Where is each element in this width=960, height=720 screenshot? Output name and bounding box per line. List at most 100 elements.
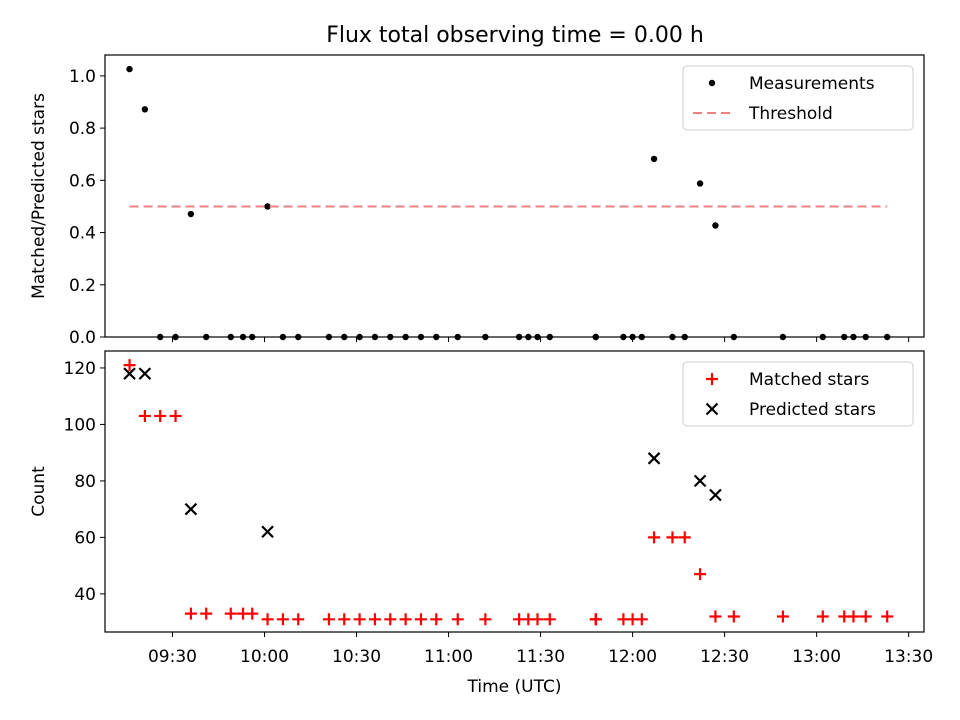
data-point [264,203,271,210]
x-tick-label: 11:00 [424,647,473,667]
data-point [279,333,287,341]
chart-title: Flux total observing time = 0.00 h [326,23,704,48]
data-point [184,607,197,620]
x-tick-label: 13:00 [792,647,841,667]
data-point [399,613,412,626]
data-point [709,488,722,502]
data-point [184,502,198,516]
data-point [141,106,149,113]
data-point [515,333,523,341]
top-panel: 0.0 0.2 0.4 0.6 0.8 1.0 Matched/Predicted star… [29,54,925,348]
data-point [648,531,661,544]
y-tick-label: 0.4 [69,224,96,244]
data-point [295,333,302,341]
data-point [200,607,213,620]
data-point [589,613,602,626]
data-point [154,409,167,422]
data-point [356,333,363,341]
data-point [696,180,704,187]
data-point [712,222,719,229]
data-point [454,333,461,341]
legend-swatch [705,402,719,416]
data-point [776,610,789,623]
x-tick-label: 11:30 [516,647,565,667]
data-point [138,409,151,422]
bottom-panel: 40 60 80 100 120 09:30 10:00 10:30 11:00 11:30 12:… [29,350,933,697]
data-point [126,65,133,73]
data-point [841,333,848,341]
x-tick-label: 12:30 [700,647,749,667]
data-point [681,333,688,341]
data-point [261,525,274,539]
data-point [678,531,691,544]
y-axis-label: Count [29,466,49,517]
axes-frame [104,350,925,633]
data-point [479,613,492,626]
data-point [693,474,707,488]
legend-label: Threshold [748,104,833,124]
data-point [387,333,394,341]
data-point [709,610,722,623]
x-tick-label: 10:00 [240,647,289,667]
axes-frame [104,54,925,338]
legend: Matched stars Predicted stars [682,361,914,427]
x-axis-label: Time (UTC) [467,677,562,697]
y-tick-label: 100 [64,415,96,435]
data-point [638,333,645,341]
data-point [123,359,136,372]
y-tick-label: 60 [74,528,96,548]
data-point [402,333,409,341]
y-tick-label: 0.2 [69,276,96,296]
data-point [847,610,860,623]
data-point [881,610,894,623]
data-point [172,333,179,341]
data-point [224,607,237,620]
data-point [138,367,152,380]
data-point [325,333,333,341]
legend: Measurements Threshold [682,65,914,131]
legend-label: Measurements [749,74,875,94]
data-point [482,333,489,341]
y-tick-label: 0.0 [69,328,96,348]
series-predicted-stars [123,367,722,539]
data-point [620,333,627,341]
legend-label: Predicted stars [749,400,876,420]
data-point [451,613,464,626]
y-tick-label: 0.8 [69,119,96,139]
legend-swatch [708,79,716,87]
data-point [694,568,707,581]
data-point [525,333,532,341]
data-point [819,333,826,341]
data-point [157,333,164,341]
data-point [629,333,636,341]
data-point [261,613,274,626]
data-point [546,333,553,341]
data-point [371,333,379,341]
data-point [531,613,544,626]
data-point [669,333,676,341]
x-tick-label: 10:30 [332,647,381,667]
data-point [647,452,661,465]
legend-frame [682,65,914,131]
data-point [592,333,599,341]
legend-swatch [706,373,718,385]
legend-label: Matched stars [749,370,869,390]
series-measurements [126,65,891,341]
data-point [859,610,872,623]
data-point [338,613,351,626]
y-tick-label: 0.6 [69,171,96,191]
data-point [239,333,247,341]
data-point [246,607,259,620]
data-point [368,613,381,626]
y-tick-label: 80 [74,472,96,492]
data-point [430,613,443,626]
data-point [203,333,210,341]
data-point [322,613,335,626]
data-point [543,613,556,626]
data-point [227,333,234,341]
data-point [417,333,425,341]
x-tick-label: 13:30 [884,647,933,667]
data-point [353,613,366,626]
data-point [666,531,679,544]
